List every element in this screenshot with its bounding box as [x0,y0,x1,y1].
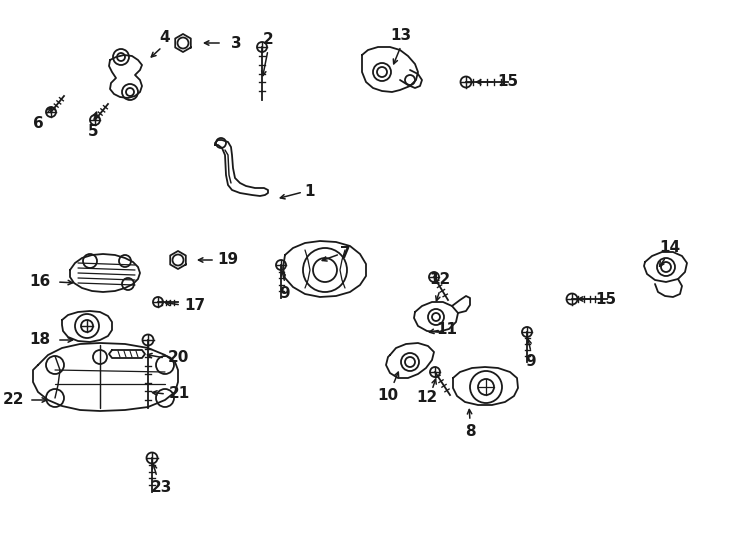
Text: 2: 2 [263,32,273,48]
Text: 9: 9 [280,286,291,300]
Text: 18: 18 [29,333,51,348]
Text: 23: 23 [150,481,172,496]
Text: 12: 12 [416,390,437,406]
Text: 21: 21 [168,387,189,402]
Text: 6: 6 [32,116,43,131]
Text: 19: 19 [217,253,239,267]
Text: 11: 11 [437,322,457,338]
Text: 15: 15 [595,292,617,307]
Text: 1: 1 [305,185,315,199]
Text: 8: 8 [465,424,476,440]
Text: 12: 12 [429,273,451,287]
Text: 22: 22 [3,392,25,407]
Text: 10: 10 [377,388,399,402]
Text: 14: 14 [659,240,680,254]
Text: 13: 13 [390,29,412,44]
Text: 16: 16 [29,274,51,289]
Text: 9: 9 [526,354,537,369]
Text: 17: 17 [184,298,206,313]
Text: 3: 3 [230,36,241,51]
Text: 7: 7 [340,246,350,261]
Text: 20: 20 [167,350,189,366]
Text: 15: 15 [498,75,518,90]
Text: 5: 5 [87,125,98,139]
Text: 4: 4 [160,30,170,45]
